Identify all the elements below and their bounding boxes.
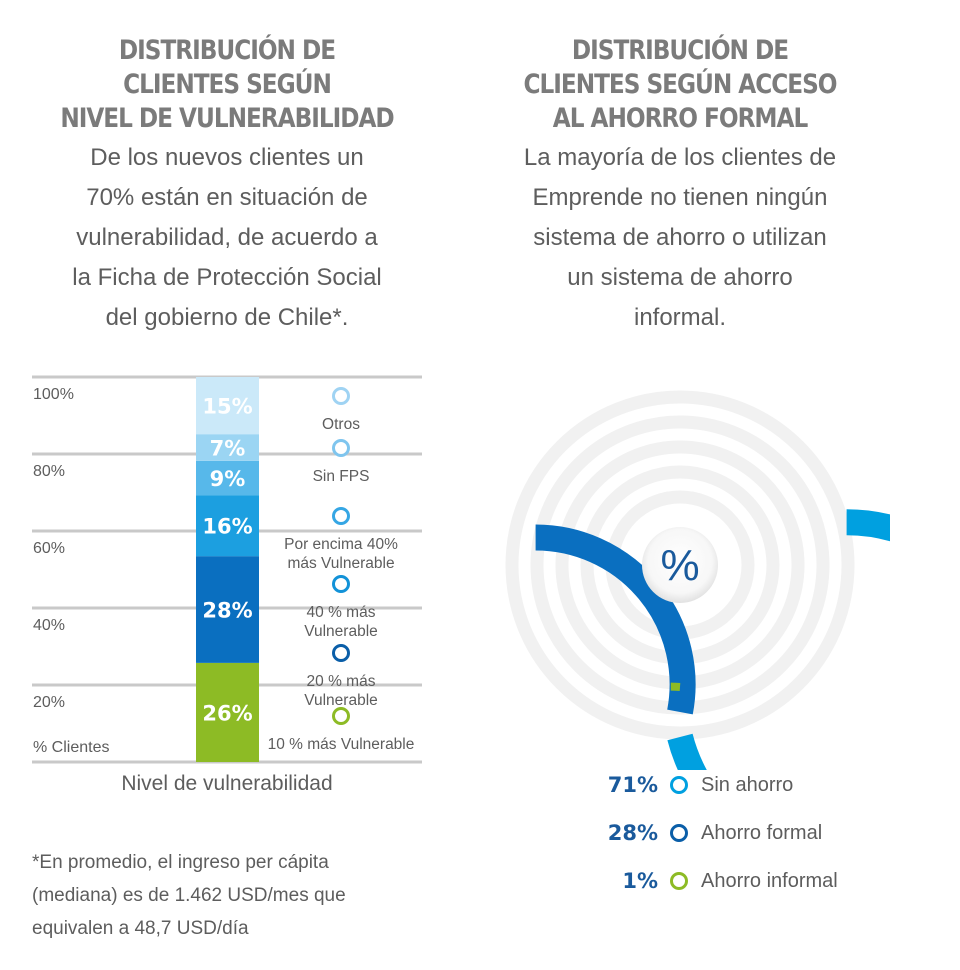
right-desc-line: informal. bbox=[633, 304, 727, 331]
legend-label: Ahorro informal bbox=[701, 870, 838, 892]
legend-marker-icon bbox=[670, 872, 688, 890]
left-desc-line: De los nuevos clientes un bbox=[90, 144, 364, 171]
legend-label: Otros bbox=[322, 416, 360, 433]
left-desc-line: 70% están en situación de bbox=[86, 184, 368, 211]
legend-marker-icon bbox=[332, 507, 350, 525]
legend-value: 28% bbox=[607, 821, 658, 845]
left-desc-line: la Ficha de Protección Social bbox=[72, 264, 382, 291]
y-tick-label: 20% bbox=[33, 694, 65, 711]
left-title-line: CLIENTES SEGÚN bbox=[123, 69, 332, 100]
left-desc-line: del gobierno de Chile*. bbox=[105, 304, 349, 331]
bar-segment bbox=[196, 495, 259, 557]
y-tick-label: 80% bbox=[33, 463, 65, 480]
ring-arc bbox=[535, 524, 696, 715]
percent-icon: % bbox=[660, 541, 699, 590]
legend-label: Vulnerable bbox=[304, 623, 378, 640]
legend-item-ahorro-formal: 28% Ahorro formal bbox=[560, 816, 900, 864]
legend-marker-icon bbox=[332, 387, 350, 405]
vulnerability-stacked-bar-chart: 20% 40% 60% 80% 100% % Clientes 26% 28% 16% 9% 7% 1… bbox=[32, 375, 422, 764]
right-title-line: DISTRIBUCIÓN DE bbox=[571, 35, 789, 66]
left-panel-title: DISTRIBUCIÓN DE CLIENTES SEGÚN NIVEL DE … bbox=[49, 34, 405, 136]
bar-data-label: 15% bbox=[202, 395, 252, 419]
y-axis-title: % Clientes bbox=[33, 739, 109, 756]
legend-value: 1% bbox=[622, 869, 658, 893]
right-desc-line: La mayoría de los clientes de bbox=[523, 144, 837, 171]
right-desc-line: sistema de ahorro o utilizan bbox=[533, 224, 827, 251]
bar-data-label: 9% bbox=[210, 467, 246, 491]
legend-label: Sin FPS bbox=[313, 468, 370, 485]
legend-marker-icon bbox=[670, 776, 688, 794]
bar-data-label: 7% bbox=[210, 437, 246, 461]
left-title-line: NIVEL DE VULNERABILIDAD bbox=[60, 103, 394, 134]
y-tick-label: 100% bbox=[33, 386, 74, 403]
legend-label: 20 % más bbox=[307, 673, 376, 690]
legend-marker-icon bbox=[332, 644, 350, 662]
legend-value: 71% bbox=[607, 773, 658, 797]
bar-data-label: 28% bbox=[202, 599, 252, 623]
legend-label: Sin ahorro bbox=[701, 774, 794, 796]
center-hub bbox=[642, 527, 718, 603]
legend-marker-icon bbox=[332, 707, 350, 725]
legend-item-ahorro-informal: 1% Ahorro informal bbox=[560, 864, 900, 912]
legend-label: más Vulnerable bbox=[287, 555, 394, 572]
bar-segment bbox=[196, 556, 259, 663]
footnote: *En promedio, el ingreso per cápita (med… bbox=[32, 846, 432, 945]
right-title-line: CLIENTES SEGÚN ACCESO bbox=[523, 69, 837, 100]
legend-label: Vulnerable bbox=[304, 692, 378, 709]
y-tick-label: 40% bbox=[33, 617, 65, 634]
bar-data-label: 26% bbox=[202, 701, 252, 725]
bar-segment bbox=[196, 460, 259, 496]
legend-item-sin-ahorro: 71% Sin ahorro bbox=[560, 768, 900, 816]
savings-ring-chart: % bbox=[505, 390, 890, 770]
legend-label: 40 % más bbox=[307, 604, 376, 621]
legend-label: Por encima 40% bbox=[284, 536, 398, 553]
savings-legend: 71% Sin ahorro 28% Ahorro formal 1% Ahor… bbox=[560, 768, 900, 912]
y-tick-label: 60% bbox=[33, 540, 65, 557]
left-desc-line: vulnerabilidad, de acuerdo a bbox=[76, 224, 378, 251]
right-desc-line: Emprende no tienen ningún bbox=[532, 184, 828, 211]
right-title-line: AL AHORRO FORMAL bbox=[552, 103, 808, 134]
bar-data-label: 16% bbox=[202, 515, 252, 539]
legend-label: Ahorro formal bbox=[701, 822, 823, 844]
legend-marker-icon bbox=[332, 439, 350, 457]
bar-segment bbox=[196, 434, 259, 461]
legend-marker-icon bbox=[670, 824, 688, 842]
right-panel-title: DISTRIBUCIÓN DE CLIENTES SEGÚN ACCESO AL… bbox=[487, 34, 874, 136]
footnote-line: *En promedio, el ingreso per cápita bbox=[32, 852, 329, 873]
left-panel-description: De los nuevos clientes un 70% están en s… bbox=[40, 138, 414, 338]
ring-track bbox=[505, 390, 855, 740]
bar-segment bbox=[196, 377, 259, 435]
legend-marker-icon bbox=[332, 575, 350, 593]
left-title-line: DISTRIBUCIÓN DE bbox=[118, 35, 336, 66]
right-panel-description: La mayoría de los clientes de Emprende n… bbox=[470, 138, 890, 338]
footnote-line: equivalen a 48,7 USD/día bbox=[32, 918, 249, 939]
legend-label: 10 % más Vulnerable bbox=[268, 736, 415, 753]
right-desc-line: un sistema de ahorro bbox=[567, 264, 793, 291]
bar-segment bbox=[196, 662, 259, 762]
footnote-line: (mediana) es de 1.462 USD/mes que bbox=[32, 885, 346, 906]
bar-chart-x-axis-title: Nivel de vulnerabilidad bbox=[121, 772, 333, 795]
